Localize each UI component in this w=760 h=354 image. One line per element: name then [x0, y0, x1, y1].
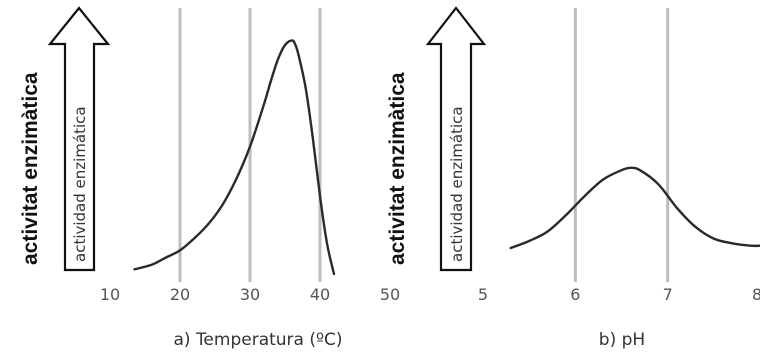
panel-ph: activitat enzimàtica actividad enzimátic…	[386, 6, 760, 350]
x-tick-label: 50	[380, 285, 400, 304]
x-tick-label: 8	[752, 285, 760, 304]
gridlines	[573, 8, 670, 282]
x-tick-labels: 10 20 30 40 50	[100, 285, 400, 304]
x-axis-caption: b) pH	[599, 330, 645, 350]
x-tick-label: 5	[478, 285, 488, 304]
series-line	[509, 166, 760, 250]
y-axis-label: activitat enzimàtica	[19, 72, 42, 265]
y-axis-label: activitat enzimàtica	[386, 72, 409, 265]
panel-temperature: activitat enzimàtica actividad enzimátic…	[19, 6, 400, 350]
up-arrow-icon	[47, 6, 111, 272]
x-tick-label: 20	[170, 285, 190, 304]
x-tick-label: 40	[310, 285, 330, 304]
x-axis-caption: a) Temperatura (ºC)	[173, 330, 342, 350]
series-line	[133, 39, 336, 276]
arrow-label: actividad enzimática	[71, 106, 89, 262]
x-tick-label: 7	[663, 285, 673, 304]
up-arrow-icon	[425, 6, 487, 272]
x-tick-label: 10	[100, 285, 120, 304]
x-tick-label: 30	[240, 285, 260, 304]
arrow-label: actividad enzimática	[448, 106, 466, 262]
x-tick-labels: 5 6 7 8	[478, 285, 760, 304]
x-tick-label: 6	[570, 285, 580, 304]
